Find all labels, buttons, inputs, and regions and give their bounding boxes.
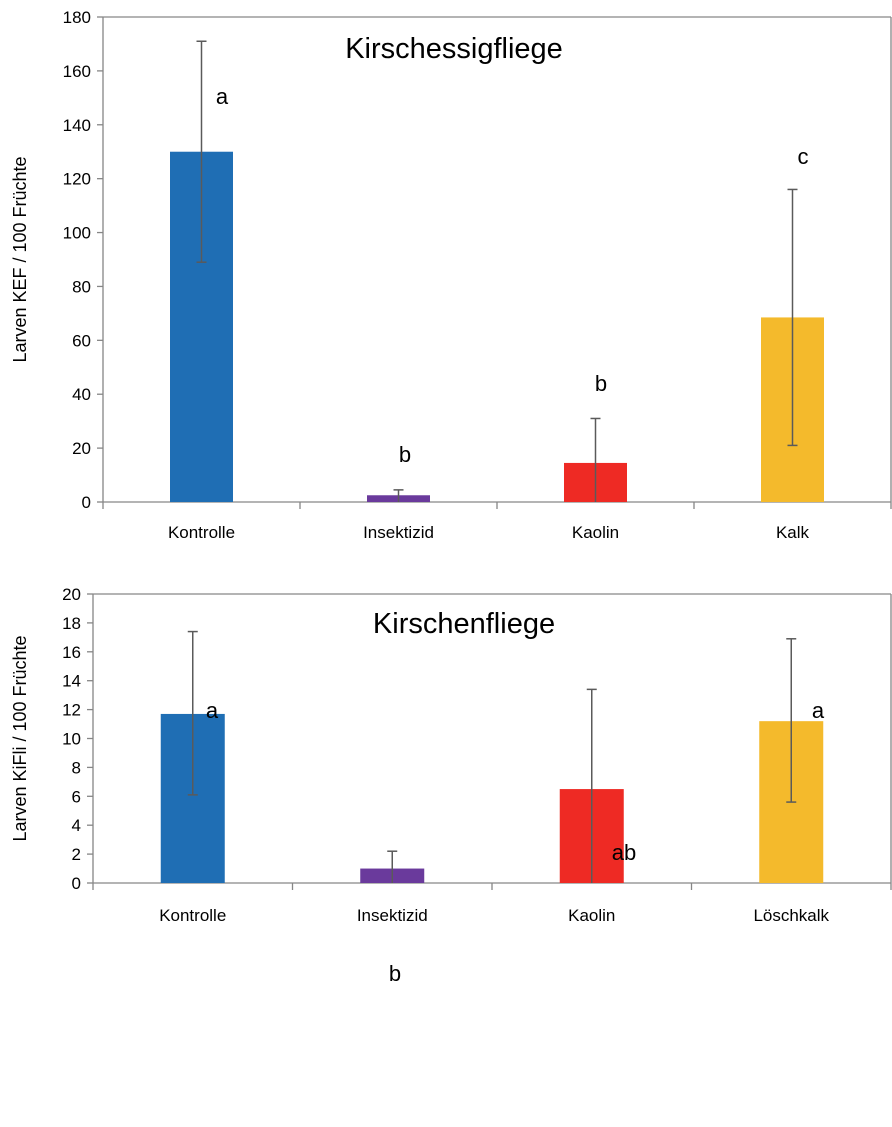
- y-axis-title: Larven KEF / 100 Früchte: [10, 156, 30, 362]
- y-tick-label: 140: [63, 116, 91, 135]
- y-tick-label: 2: [72, 845, 81, 864]
- y-tick-label: 160: [63, 62, 91, 81]
- y-axis-title: Larven KiFli / 100 Früchte: [10, 635, 30, 841]
- y-tick-label: 180: [63, 8, 91, 27]
- y-tick-label: 60: [72, 331, 91, 350]
- y-tick-label: 12: [62, 701, 81, 720]
- chart-kirschessigfliege: 0 20 40 60 80 100 120 140 160 180 Kontrolle Insekti…: [0, 0, 892, 560]
- category-label-1: Kontrolle: [159, 906, 226, 925]
- chart-kirschenfliege-svg: 0 2 4 6 8 10 12 14 16 18 20 Kontrolle Insektizid Kaol…: [10, 585, 892, 986]
- significance-label-1: a: [216, 84, 229, 109]
- y-tick-label: 20: [72, 439, 91, 458]
- y-tick-label: 4: [72, 816, 81, 835]
- category-label-2: Insektizid: [357, 906, 428, 925]
- significance-label-3: b: [595, 371, 607, 396]
- y-tick-label: 18: [62, 614, 81, 633]
- y-tick-label: 120: [63, 170, 91, 189]
- y-tick-label: 80: [72, 277, 91, 296]
- significance-label-4: a: [812, 698, 825, 723]
- category-label-4: Löschkalk: [753, 906, 829, 925]
- significance-label-2: b: [399, 442, 411, 467]
- y-tick-label: 0: [82, 493, 91, 512]
- category-label-2: Insektizid: [363, 523, 434, 542]
- y-tick-label: 6: [72, 787, 81, 806]
- significance-label-3: ab: [612, 840, 636, 865]
- significance-label-1: a: [206, 698, 219, 723]
- chart-kirschessigfliege-svg: 0 20 40 60 80 100 120 140 160 180 Kontrolle Insekti…: [10, 8, 892, 542]
- category-label-3: Kaolin: [572, 523, 619, 542]
- chart-kirschenfliege: 0 2 4 6 8 10 12 14 16 18 20 Kontrolle Insektizid Kaol…: [0, 570, 892, 1122]
- y-tick-label: 20: [62, 585, 81, 604]
- chart-title: Kirschessigfliege: [345, 33, 563, 65]
- category-label-4: Kalk: [776, 523, 810, 542]
- y-tick-label: 14: [62, 672, 81, 691]
- category-label-1: Kontrolle: [168, 523, 235, 542]
- significance-label-4: c: [798, 144, 809, 169]
- significance-label-2: b: [389, 961, 401, 986]
- category-label-3: Kaolin: [568, 906, 615, 925]
- chart-title: Kirschenfliege: [373, 608, 555, 640]
- y-tick-label: 10: [62, 730, 81, 749]
- y-tick-label: 40: [72, 385, 91, 404]
- y-tick-label: 0: [72, 874, 81, 893]
- y-tick-label: 8: [72, 758, 81, 777]
- y-tick-label: 100: [63, 224, 91, 243]
- y-tick-label: 16: [62, 643, 81, 662]
